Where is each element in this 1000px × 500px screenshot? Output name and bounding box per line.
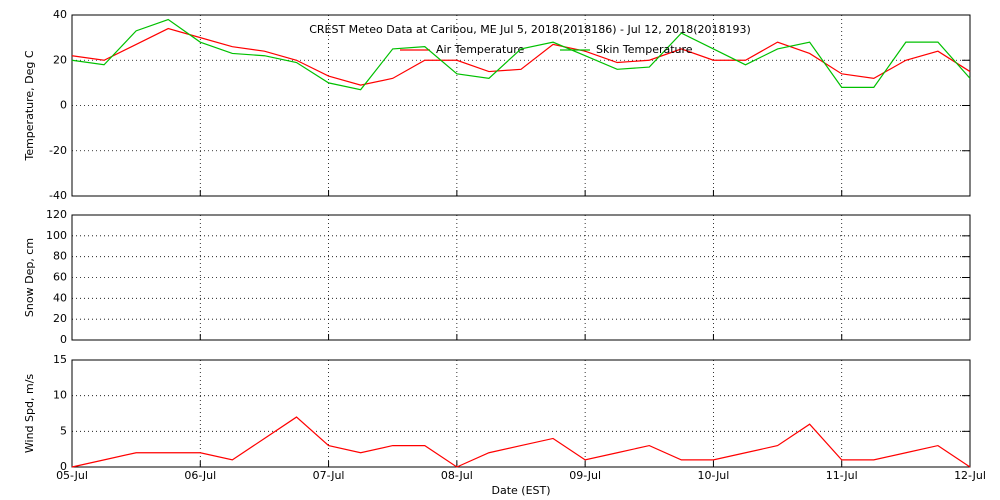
data-line <box>71 27 971 86</box>
y-tick-label: 0 <box>60 460 67 473</box>
y-tick-label: 0 <box>60 99 67 112</box>
plot-frame <box>71 359 971 468</box>
y-tick-label: 80 <box>53 250 67 263</box>
y-axis-label: Wind Spd, m/s <box>23 374 36 454</box>
x-axis-label: Date (EST) <box>491 484 550 497</box>
data-line <box>71 416 971 468</box>
y-tick-label: 20 <box>53 312 67 325</box>
y-tick-label: -40 <box>49 189 67 202</box>
y-tick-label: 20 <box>53 53 67 66</box>
x-tick-label: 07-Jul <box>313 469 345 482</box>
y-tick-label: 5 <box>60 424 67 437</box>
y-tick-label: 40 <box>53 8 67 21</box>
x-tick-label: 05-Jul <box>56 469 88 482</box>
y-axis-label: Temperature, Deg C <box>23 50 36 161</box>
y-tick-label: 10 <box>53 389 67 402</box>
x-tick-label: 08-Jul <box>441 469 473 482</box>
y-axis-label: Snow Dep, cm <box>23 238 36 317</box>
x-tick-label: 09-Jul <box>569 469 601 482</box>
x-tick-label: 12-Jul <box>954 469 986 482</box>
x-tick-label: 10-Jul <box>697 469 729 482</box>
chart-title: CREST Meteo Data at Caribou, ME Jul 5, 2… <box>309 23 751 36</box>
y-tick-label: 60 <box>53 271 67 284</box>
y-tick-label: 15 <box>53 353 67 366</box>
data-line <box>71 18 971 91</box>
x-tick-label: 06-Jul <box>184 469 216 482</box>
legend-label: Air Temperature <box>436 43 525 56</box>
legend-label: Skin Temperature <box>596 43 693 56</box>
y-tick-label: 100 <box>46 229 67 242</box>
x-tick-label: 11-Jul <box>826 469 858 482</box>
y-tick-label: 120 <box>46 208 67 221</box>
plot-frame <box>71 214 971 341</box>
y-tick-label: 0 <box>60 333 67 346</box>
plot-frame <box>71 14 971 197</box>
y-tick-label: -20 <box>49 144 67 157</box>
y-tick-label: 40 <box>53 291 67 304</box>
